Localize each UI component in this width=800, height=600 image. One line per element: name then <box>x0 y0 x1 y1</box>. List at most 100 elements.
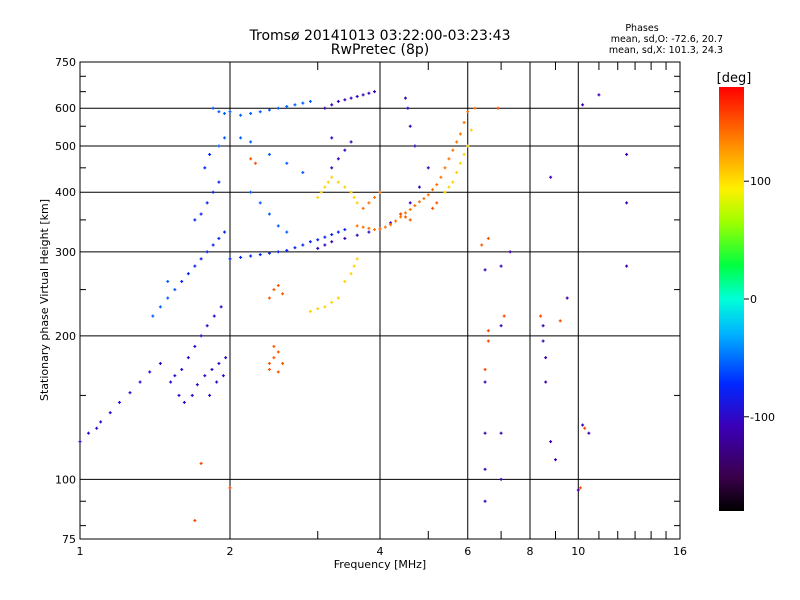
data-point <box>199 212 203 216</box>
data-point <box>190 393 194 397</box>
data-point <box>316 195 320 199</box>
data-point <box>210 367 214 371</box>
data-point <box>258 253 262 257</box>
y-tick-label: 100 <box>55 473 76 486</box>
colorbar <box>719 87 744 511</box>
data-point <box>285 248 289 252</box>
x-axis-ticks: 1 2 4 6 8 10 16 <box>77 62 687 558</box>
data-point <box>483 431 487 435</box>
data-point <box>108 411 112 415</box>
data-point <box>541 324 545 328</box>
data-point <box>253 161 257 165</box>
data-point <box>199 334 203 338</box>
data-point <box>323 106 327 110</box>
data-point <box>466 144 470 148</box>
data-point <box>276 106 280 110</box>
data-point <box>486 339 490 343</box>
chart-title: Tromsø 20141013 03:22:00-03:23:43 <box>249 28 511 44</box>
data-point <box>466 110 470 114</box>
data-point <box>276 370 280 374</box>
data-point <box>394 219 398 223</box>
y-axis-ticks: 75 100 200 300 400 500 600 750 <box>55 56 680 546</box>
data-point <box>581 103 585 107</box>
data-point <box>316 246 320 250</box>
data-point <box>258 110 262 114</box>
data-point <box>267 212 271 216</box>
data-point <box>193 264 197 268</box>
phase-stats-x: mean, sd,X: 101.3, 24.3 <box>609 45 723 56</box>
data-point <box>199 461 203 465</box>
data-point <box>148 370 152 374</box>
data-point <box>182 400 186 404</box>
colorbar-ticks: 100 0 -100 <box>744 175 775 424</box>
data-point <box>217 144 221 148</box>
data-point <box>447 185 451 189</box>
data-point <box>413 144 417 148</box>
data-point <box>578 486 582 490</box>
data-point <box>330 136 334 140</box>
data-point <box>193 519 197 523</box>
data-point <box>99 420 103 424</box>
data-point <box>276 350 280 354</box>
x-tick-label: 2 <box>227 545 234 558</box>
data-point <box>223 136 227 140</box>
data-points <box>78 90 629 523</box>
data-point <box>211 190 215 194</box>
data-point <box>217 361 221 365</box>
grid-lines <box>80 62 680 539</box>
data-point <box>323 305 327 309</box>
data-point <box>576 488 580 492</box>
data-point <box>352 264 356 268</box>
data-point <box>583 426 587 430</box>
data-point <box>587 431 591 435</box>
data-point <box>483 268 487 272</box>
data-point <box>166 279 170 283</box>
data-point <box>193 218 197 222</box>
x-tick-label: 1 <box>77 545 84 558</box>
data-point <box>285 230 289 234</box>
data-point <box>308 99 312 103</box>
y-tick-label: 750 <box>55 56 76 69</box>
data-point <box>499 324 503 328</box>
data-point <box>258 201 262 205</box>
data-point <box>417 185 421 189</box>
data-point <box>249 111 253 115</box>
data-point <box>451 180 455 184</box>
data-point <box>435 201 439 205</box>
data-point <box>316 307 320 311</box>
data-point <box>330 233 334 237</box>
data-point <box>349 272 353 276</box>
data-point <box>169 380 173 384</box>
y-tick-label: 500 <box>55 140 76 153</box>
data-point <box>86 431 90 435</box>
data-point <box>336 230 340 234</box>
data-point <box>581 423 585 427</box>
data-point <box>158 305 162 309</box>
data-point <box>330 240 334 244</box>
data-point <box>469 128 473 132</box>
data-point <box>343 236 347 240</box>
data-point <box>343 148 347 152</box>
data-point <box>343 185 347 189</box>
data-point <box>205 250 209 254</box>
data-point <box>211 106 215 110</box>
colorbar-tick-label: 0 <box>750 293 757 306</box>
data-point <box>355 233 359 237</box>
data-point <box>462 121 466 125</box>
data-point <box>361 93 365 97</box>
data-point <box>483 467 487 471</box>
data-point <box>462 152 466 156</box>
data-point <box>228 257 232 261</box>
data-point <box>455 140 459 144</box>
data-point <box>117 400 121 404</box>
data-point <box>625 152 629 156</box>
y-tick-label: 600 <box>55 102 76 115</box>
data-point <box>223 111 227 115</box>
data-point <box>541 339 545 343</box>
data-point <box>219 305 223 309</box>
data-point <box>383 225 387 229</box>
data-point <box>326 180 330 184</box>
data-point <box>151 314 155 318</box>
data-point <box>355 94 359 98</box>
data-point <box>549 440 553 444</box>
